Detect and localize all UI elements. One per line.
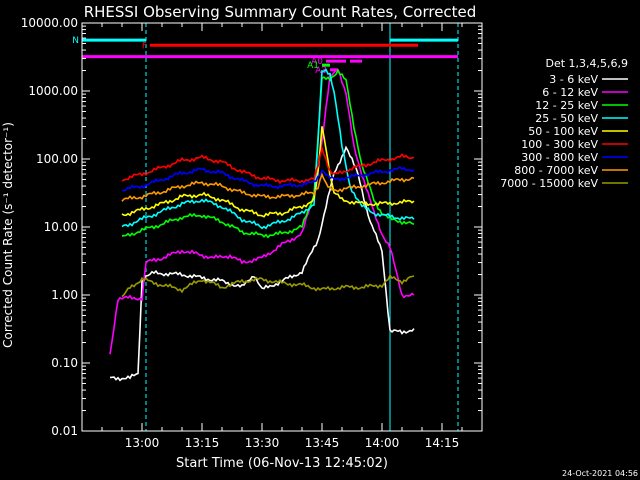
y-tick-label: 0.01	[51, 424, 78, 438]
legend-label: 25 - 50 keV	[535, 112, 598, 125]
y-axis-label: Corrected Count Rate (s⁻¹ detector⁻¹)	[1, 122, 15, 348]
series-line	[121, 126, 415, 218]
y-tick-label: 1000.00	[28, 84, 78, 98]
x-tick-label: 14:00	[365, 436, 400, 450]
series-line	[121, 68, 415, 230]
x-tick-label: 13:45	[305, 436, 340, 450]
x-tick-label: 13:00	[125, 436, 160, 450]
legend-label: 300 - 800 keV	[521, 151, 598, 164]
x-tick-label: 13:30	[245, 436, 280, 450]
flag-bar-label: A1	[307, 61, 319, 71]
flag-bar-label: A0	[311, 57, 323, 67]
legend-label: 100 - 300 keV	[521, 138, 598, 151]
y-tick-label: 0.10	[51, 356, 78, 370]
legend-label: 6 - 12 keV	[542, 86, 598, 99]
y-tick-label: 1.00	[51, 288, 78, 302]
series-lines	[109, 68, 415, 382]
series-line	[121, 145, 415, 185]
legend-label: 50 - 100 keV	[528, 125, 598, 138]
timestamp: 24-Oct-2021 04:56	[562, 469, 638, 478]
flag-bar-label: A3	[315, 66, 327, 76]
legend-label: 800 - 7000 keV	[514, 164, 598, 177]
legend-label: 7000 - 15000 keV	[500, 177, 598, 190]
legend-label: 3 - 6 keV	[549, 73, 598, 86]
legend-label: 12 - 25 keV	[535, 99, 598, 112]
series-line	[121, 68, 415, 239]
chart-title: RHESSI Observing Summary Count Rates, Co…	[84, 3, 477, 21]
flag-bar-label: F	[142, 41, 147, 51]
x-tick-label: 13:15	[185, 436, 220, 450]
flag-bar-label: N	[72, 36, 79, 46]
y-tick-label: 100.00	[36, 152, 78, 166]
series-line	[109, 145, 415, 382]
y-tick-label: 10000.00	[21, 16, 78, 30]
series-line	[109, 68, 415, 355]
series-line	[121, 172, 415, 202]
legend-title: Det 1,3,4,5,6,9	[545, 57, 628, 70]
x-axis-label: Start Time (06-Nov-13 12:45:02)	[176, 456, 388, 471]
series-line	[121, 165, 415, 192]
x-tick-label: 14:15	[425, 436, 460, 450]
y-tick-label: 10.00	[44, 220, 78, 234]
series-line	[121, 273, 415, 298]
axes: 10000.00 1000.00 100.00 10.00 1.00 0.10 0.01 13…	[21, 16, 483, 450]
